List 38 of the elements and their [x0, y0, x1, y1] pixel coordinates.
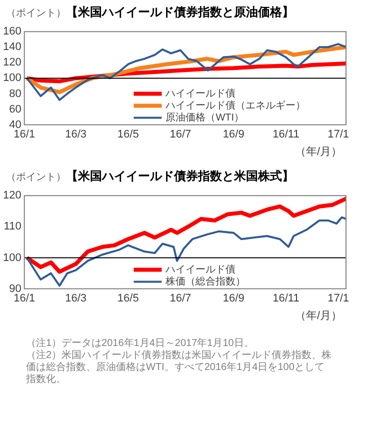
x-tick-label: 16/5 [117, 128, 139, 140]
text: （注2）米国ハイイールド債券指数は米国ハイイールド債券指数、株価は総合指数、原油価格はWTI。すべて2016年1月4日を100として指数化。 [26, 350, 332, 386]
legend-label: 株価（総合指数） [164, 276, 246, 288]
x-tick-label: 17/1 [328, 292, 349, 304]
x-tick-label: 16/5 [117, 292, 139, 304]
legend-label: ハイイールド債 [164, 88, 236, 100]
y-tick-label: 100 [2, 72, 22, 84]
y-tick-label: 90 [9, 282, 22, 295]
x-axis-title: （年/月） [294, 145, 343, 160]
y-tick-label: 160 [2, 26, 22, 38]
x-tick-label: 16/1 [14, 128, 36, 140]
y-axis-title: （ポイント） [6, 7, 66, 20]
chart-title: 【米国ハイイールド債券指数と米国株式】 [66, 168, 294, 185]
x-tick-label: 16/3 [65, 292, 87, 304]
x-tick-label: 16/3 [65, 128, 87, 140]
x-tick-label: 16/11 [272, 292, 300, 304]
y-tick-label: 110 [4, 220, 22, 233]
x-tick-label: 16/7 [170, 128, 192, 140]
y-tick-label: 40 [9, 118, 22, 131]
x-tick-label: 16/9 [222, 128, 244, 140]
x-tick-label: 16/11 [272, 128, 300, 140]
y-tick-label: 120 [2, 56, 22, 69]
text: （注1）データは2016年1月4日～2017年1月10日。 [26, 338, 255, 350]
y-tick-label: 120 [2, 190, 22, 202]
x-tick-label: 17/1 [328, 128, 349, 140]
legend-label: 原油価格（WTI） [166, 112, 244, 124]
y-tick-label: 140 [2, 41, 22, 54]
legend-label: ハイイールド債（エネルギー） [164, 100, 306, 112]
x-tick-label: 16/9 [222, 292, 244, 304]
legend-label: ハイイールド債 [164, 264, 236, 276]
x-tick-label: 16/7 [170, 292, 192, 304]
y-tick-label: 100 [2, 252, 22, 264]
x-tick-label: 16/1 [14, 292, 36, 304]
y-tick-label: 60 [9, 103, 22, 116]
chart-title: 【米国ハイイールド債券指数と原油価格】 [66, 4, 294, 21]
y-tick-label: 80 [9, 88, 22, 100]
x-axis-title: （年/月） [294, 309, 343, 324]
y-axis-title: （ポイント） [6, 171, 66, 184]
